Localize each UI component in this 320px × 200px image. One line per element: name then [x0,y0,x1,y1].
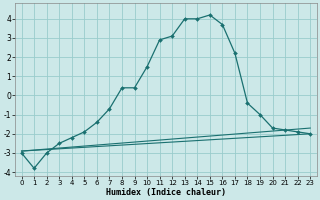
X-axis label: Humidex (Indice chaleur): Humidex (Indice chaleur) [106,188,226,197]
